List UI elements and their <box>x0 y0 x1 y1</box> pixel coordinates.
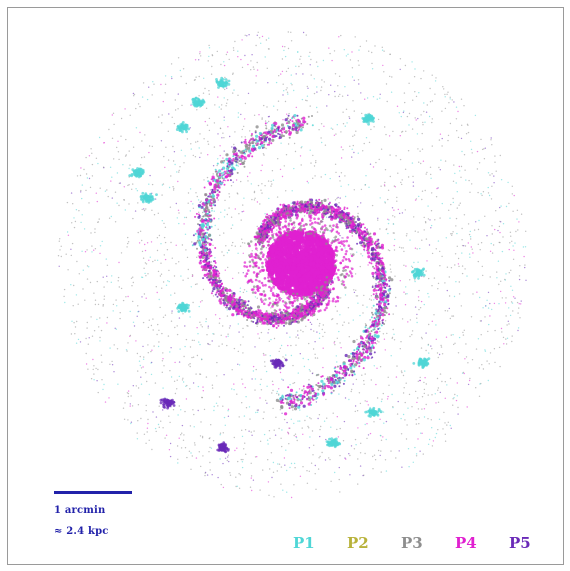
legend-item-p2: P2 <box>347 534 369 552</box>
image-frame: 1 arcmin ≈ 2.4 kpc P1 P2 P3 P4 P5 <box>7 7 564 565</box>
population-legend: P1 P2 P3 P4 P5 <box>293 534 563 552</box>
scale-bar <box>54 491 132 494</box>
legend-item-p5: P5 <box>509 534 531 552</box>
legend-item-p3: P3 <box>401 534 423 552</box>
spiral-galaxy-map <box>57 31 527 499</box>
scale-label-kpc: ≈ 2.4 kpc <box>54 526 109 537</box>
legend-item-p1: P1 <box>293 534 315 552</box>
legend-item-p4: P4 <box>455 534 477 552</box>
scale-label-arcmin: 1 arcmin <box>54 505 106 516</box>
